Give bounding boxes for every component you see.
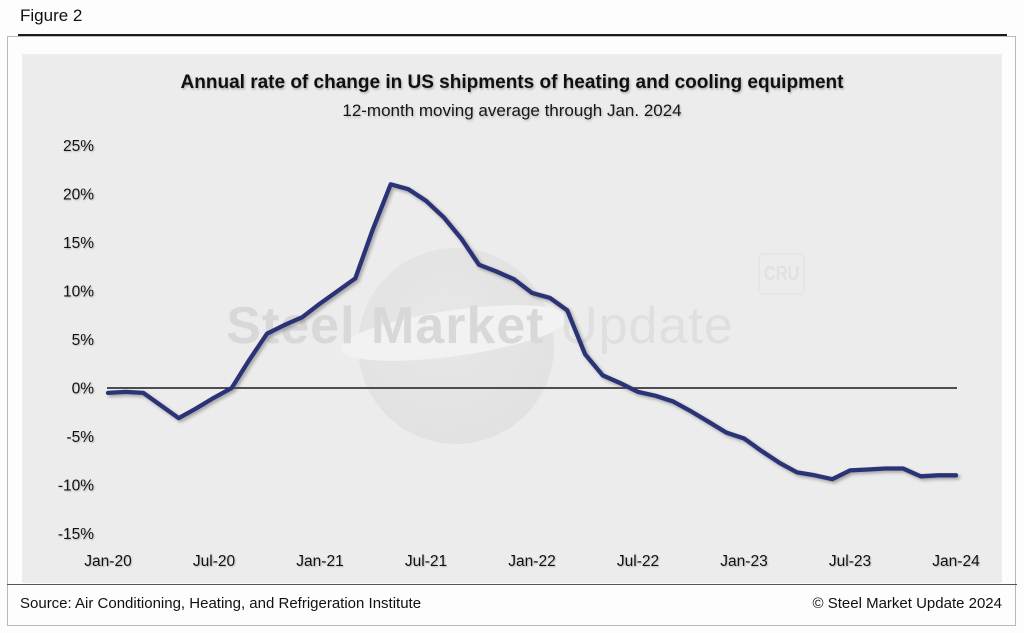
footer-source: Source: Air Conditioning, Heating, and R…: [20, 595, 422, 612]
header-rule: [18, 34, 1007, 36]
cru-badge: CRU: [758, 253, 805, 295]
x-tick-label: Jan-22: [508, 553, 555, 570]
y-tick-label: 10%: [63, 284, 94, 301]
y-tick-label: 20%: [63, 187, 94, 204]
x-tick-label: Jul-20: [193, 553, 236, 570]
watermark-text-update: Update: [560, 297, 734, 355]
y-tick-label: 15%: [63, 235, 94, 252]
y-tick-label: 25%: [63, 138, 94, 155]
y-tick-label: -10%: [58, 478, 94, 495]
footer-rule: [7, 584, 1017, 585]
cru-badge-label: CRU: [763, 262, 800, 285]
x-tick-label: Jan-20: [84, 553, 132, 570]
y-tick-label: 5%: [72, 332, 95, 349]
x-tick-label: Jul-22: [617, 553, 659, 570]
x-tick-label: Jan-23: [720, 553, 767, 570]
x-tick-label: Jul-23: [829, 553, 871, 570]
y-tick-label: 0%: [72, 381, 95, 398]
figure-label: Figure 2: [20, 6, 83, 25]
chart-subtitle: 12-month moving average through Jan. 202…: [342, 101, 682, 120]
footer-copyright: © Steel Market Update 2024: [812, 595, 1003, 612]
y-tick-label: -5%: [66, 429, 94, 446]
x-tick-label: Jan-24: [932, 553, 980, 570]
chart-title: Annual rate of change in US shipments of…: [180, 72, 844, 93]
y-tick-label: -15%: [58, 526, 94, 543]
series-line: [105, 182, 959, 482]
x-tick-label: Jul-21: [405, 553, 447, 570]
outer-border: [7, 36, 1016, 626]
x-tick-label: Jan-21: [296, 553, 343, 570]
